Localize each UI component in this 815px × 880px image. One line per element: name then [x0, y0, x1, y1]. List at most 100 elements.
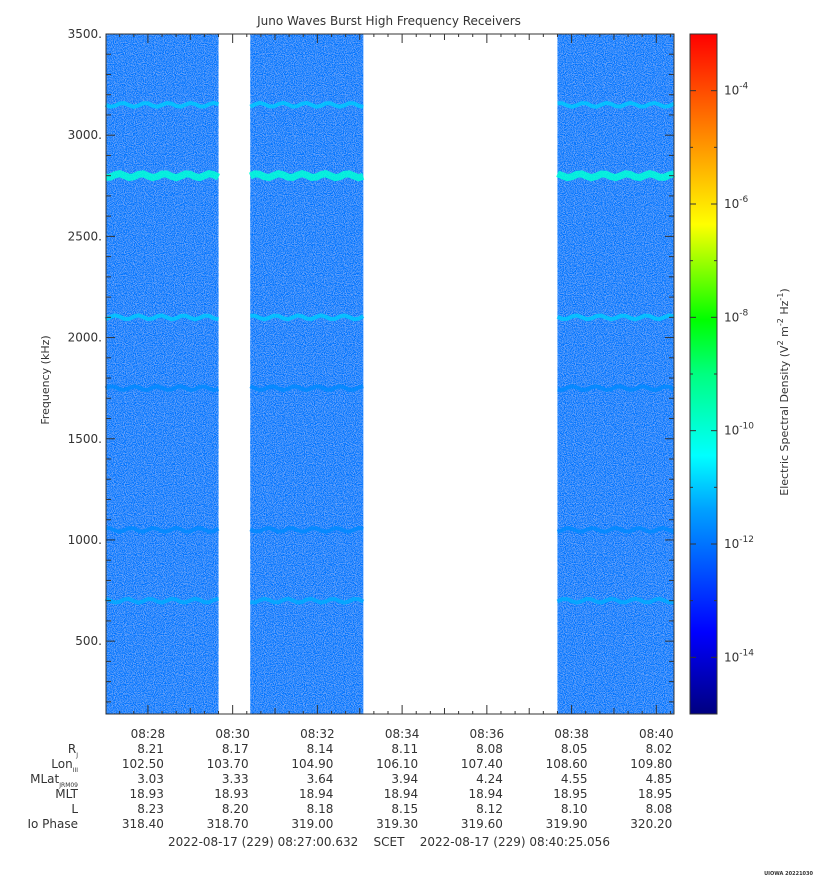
x-tick-label: 08:38 — [554, 727, 589, 741]
ephemeris-value: 18.94 — [468, 787, 502, 801]
ephemeris-value: 18.95 — [553, 787, 587, 801]
ephemeris-value: 8.08 — [646, 802, 673, 816]
y-tick-label: 3000. — [68, 128, 102, 142]
ephemeris-row-label: Io Phase — [27, 817, 78, 831]
ephemeris-value: 102.50 — [122, 757, 164, 771]
emission-band — [249, 384, 364, 393]
emission-band — [105, 525, 220, 534]
ephemeris-value: 8.15 — [391, 802, 418, 816]
emission-band — [249, 525, 364, 534]
colorbar-tick-label: 10-8 — [724, 308, 749, 324]
chart-title: Juno Waves Burst High Frequency Receiver… — [256, 14, 521, 28]
ephemeris-value: 106.10 — [376, 757, 418, 771]
colorbar-tick-label: 10-10 — [724, 422, 754, 438]
x-tick-label: 08:36 — [470, 727, 505, 741]
colorbar-tick-label: 10-4 — [724, 82, 749, 98]
ephemeris-value: 319.90 — [546, 817, 588, 831]
colorbar-label-sup3: -1 — [776, 293, 785, 301]
ephemeris-value: 108.60 — [546, 757, 588, 771]
ephemeris-row-label: L — [71, 802, 78, 816]
x-tick-label: 08:32 — [300, 727, 335, 741]
ephemeris-value: 104.90 — [291, 757, 333, 771]
x-tick-label: 08:34 — [385, 727, 420, 741]
colorbar-label-sup1: 2 — [776, 340, 785, 345]
emission-band — [104, 100, 220, 109]
ephemeris-value: 319.30 — [376, 817, 418, 831]
colorbar-tick-label: 10-6 — [724, 195, 749, 211]
plot-frame — [105, 33, 675, 715]
colorbar-label: Electric Spectral Density (V2 m-2 Hz-1) — [776, 288, 791, 495]
x-tick-label: 08:40 — [639, 727, 674, 741]
ephemeris-row-label: LonIII — [51, 757, 78, 774]
emission-band — [557, 100, 675, 109]
y-axis-label: Frequency (kHz) — [39, 335, 52, 424]
ephemeris-value: 8.23 — [137, 802, 164, 816]
data-segment — [556, 34, 675, 714]
colorbar-label-end: ) — [778, 288, 791, 292]
colorbar-label-mid2: Hz — [778, 300, 791, 318]
colorbar-tick-label: 10-12 — [724, 535, 754, 551]
emission-band — [248, 170, 365, 182]
colorbar — [689, 33, 718, 715]
segment-noise — [105, 34, 219, 714]
ephemeris-value: 8.08 — [476, 742, 503, 756]
emission-band — [104, 313, 219, 322]
segment-noise — [250, 34, 364, 714]
ephemeris-value: 8.05 — [561, 742, 588, 756]
y-tick-label: 2000. — [68, 331, 102, 345]
y-tick-label: 1500. — [68, 432, 102, 446]
ephemeris-value: 8.20 — [222, 802, 249, 816]
ephemeris-row-label: MLT — [55, 787, 78, 801]
y-tick-label: 2500. — [68, 229, 102, 243]
emission-band — [250, 313, 365, 322]
ephemeris-value: 107.40 — [461, 757, 503, 771]
plot-area — [104, 33, 675, 715]
x-tick-label: 08:30 — [215, 727, 250, 741]
ephemeris-value: 319.00 — [291, 817, 333, 831]
footer-time-range: 2022-08-17 (229) 08:27:00.632 SCET 2022-… — [168, 835, 610, 849]
y-tick-label: 500. — [75, 634, 102, 648]
colorbar-ticks: 10-4 10-6 10-8 10-10 10-12 10-14 — [690, 33, 754, 715]
emission-band — [104, 596, 220, 605]
colorbar-label-mid: m — [778, 326, 791, 340]
ephemeris-value: 3.03 — [137, 772, 164, 786]
ephemeris-value: 8.10 — [561, 802, 588, 816]
ephemeris-value: 18.94 — [299, 787, 333, 801]
emission-band — [105, 170, 221, 182]
ephemeris-row-label: MLatJRM09 — [30, 772, 78, 789]
emission-band — [556, 596, 675, 605]
emission-band — [557, 384, 675, 393]
ephemeris-value: 3.64 — [307, 772, 334, 786]
y-tick-label: 3500. — [68, 27, 102, 41]
ephemeris-value: 4.55 — [561, 772, 588, 786]
emission-band — [556, 525, 675, 534]
ephemeris-value: 103.70 — [207, 757, 249, 771]
ephemeris-value: 318.40 — [122, 817, 164, 831]
ephemeris-value: 18.93 — [214, 787, 248, 801]
data-segment — [104, 34, 221, 714]
ephemeris-value: 319.60 — [461, 817, 503, 831]
segment-noise — [557, 34, 674, 714]
ephemeris-value: 8.21 — [137, 742, 164, 756]
ephemeris-value: 18.93 — [130, 787, 164, 801]
y-axis: 500. 1000. 1500. 2000. 2500. 3000. 3500. — [68, 27, 674, 703]
ephemeris-value: 3.94 — [391, 772, 418, 786]
ephemeris-value: 3.33 — [222, 772, 249, 786]
ephemeris-value: 8.11 — [391, 742, 418, 756]
ephemeris-value: 18.95 — [638, 787, 672, 801]
ephemeris-row-label: RJ — [68, 742, 78, 759]
y-tick-label: 1000. — [68, 533, 102, 547]
ephemeris-value: 8.17 — [222, 742, 249, 756]
ephemeris-value: 8.02 — [646, 742, 673, 756]
data-segment — [248, 34, 365, 714]
ephemeris-value: 109.80 — [630, 757, 672, 771]
ephemeris-value: 318.70 — [207, 817, 249, 831]
emission-band — [556, 170, 675, 182]
ephemeris-value: 4.85 — [646, 772, 673, 786]
colorbar-label-text: Electric Spectral Density (V — [778, 345, 791, 496]
colorbar-label-sup2: -2 — [776, 318, 785, 326]
ephemeris-table: RJ 8.21 8.17 8.14 8.11 8.08 8.05 8.02 LonIII 102.… — [27, 742, 672, 831]
x-tick-label: 08:28 — [131, 727, 166, 741]
emission-band — [104, 384, 220, 393]
colorbar-tick-label: 10-14 — [724, 648, 754, 664]
